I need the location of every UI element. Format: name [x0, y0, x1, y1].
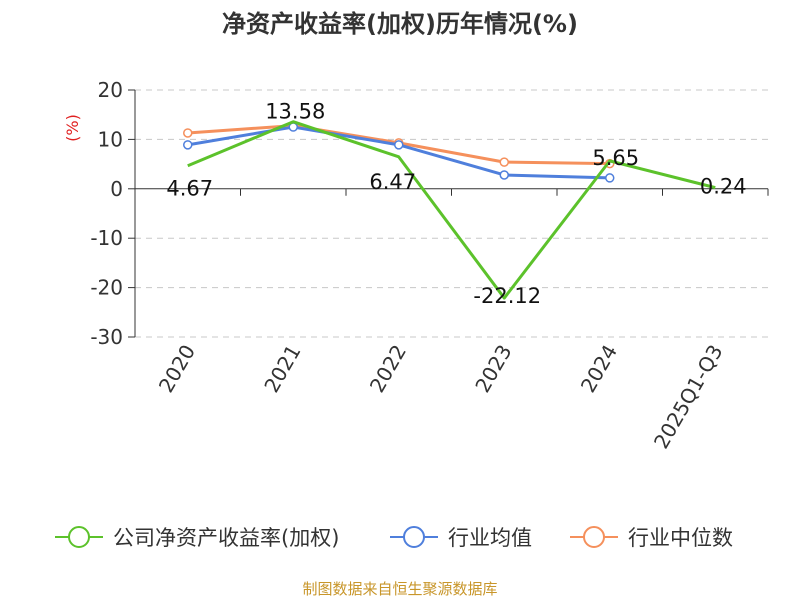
data-label: 6.47 [369, 170, 416, 194]
y-tick-label: -10 [90, 226, 123, 250]
legend-label: 公司净资产收益率(加权) [113, 526, 339, 550]
data-label: -22.12 [473, 284, 541, 308]
data-labels: 4.67 13.58 6.47 -22.12 5.65 0.24 [166, 100, 746, 308]
series-layer [183, 120, 716, 300]
data-point[interactable] [183, 140, 193, 150]
legend[interactable]: 公司净资产收益率(加权) 行业均值 行业中位数 [55, 526, 733, 550]
y-tick-label: -20 [90, 276, 123, 300]
legend-item-2[interactable]: 行业中位数 [570, 526, 733, 550]
legend-label: 行业中位数 [628, 526, 733, 550]
y-tick-label: 20 [98, 78, 123, 102]
legend-marker-icon [583, 526, 605, 548]
legend-marker-icon [403, 526, 425, 548]
chart-title: 净资产收益率(加权)历年情况(%) [222, 10, 578, 38]
legend-item-0[interactable]: 公司净资产收益率(加权) [55, 526, 339, 550]
data-point[interactable] [394, 140, 404, 150]
series-1 [183, 122, 615, 183]
gridlines [135, 89, 768, 338]
data-label: 0.24 [700, 175, 747, 199]
data-point[interactable] [605, 173, 615, 183]
x-tick-label: 2022 [365, 341, 411, 397]
y-tick-label: 0 [110, 177, 123, 201]
legend-label: 行业均值 [448, 526, 532, 550]
legend-item-1[interactable]: 行业均值 [390, 526, 532, 550]
data-point[interactable] [183, 128, 193, 138]
y-tick-label: 10 [98, 127, 123, 151]
data-source-note: 制图数据来自恒生聚源数据库 [302, 580, 497, 598]
data-label: 13.58 [265, 100, 325, 124]
x-tick-label: 2020 [154, 341, 200, 397]
x-tick-label: 2023 [470, 341, 516, 397]
data-point[interactable] [499, 157, 509, 167]
y-axis-unit: (%) [63, 114, 82, 142]
y-tick-label: -30 [90, 325, 123, 349]
legend-marker-icon [68, 526, 90, 548]
data-label: 4.67 [166, 177, 213, 201]
series-0 [187, 120, 716, 300]
data-point[interactable] [499, 170, 509, 180]
x-tick-label: 2025Q1-Q3 [649, 341, 728, 453]
series-line [187, 120, 716, 300]
x-tick-label: 2021 [259, 341, 305, 397]
x-tick-label: 2024 [576, 341, 622, 397]
data-label: 5.65 [592, 146, 639, 170]
